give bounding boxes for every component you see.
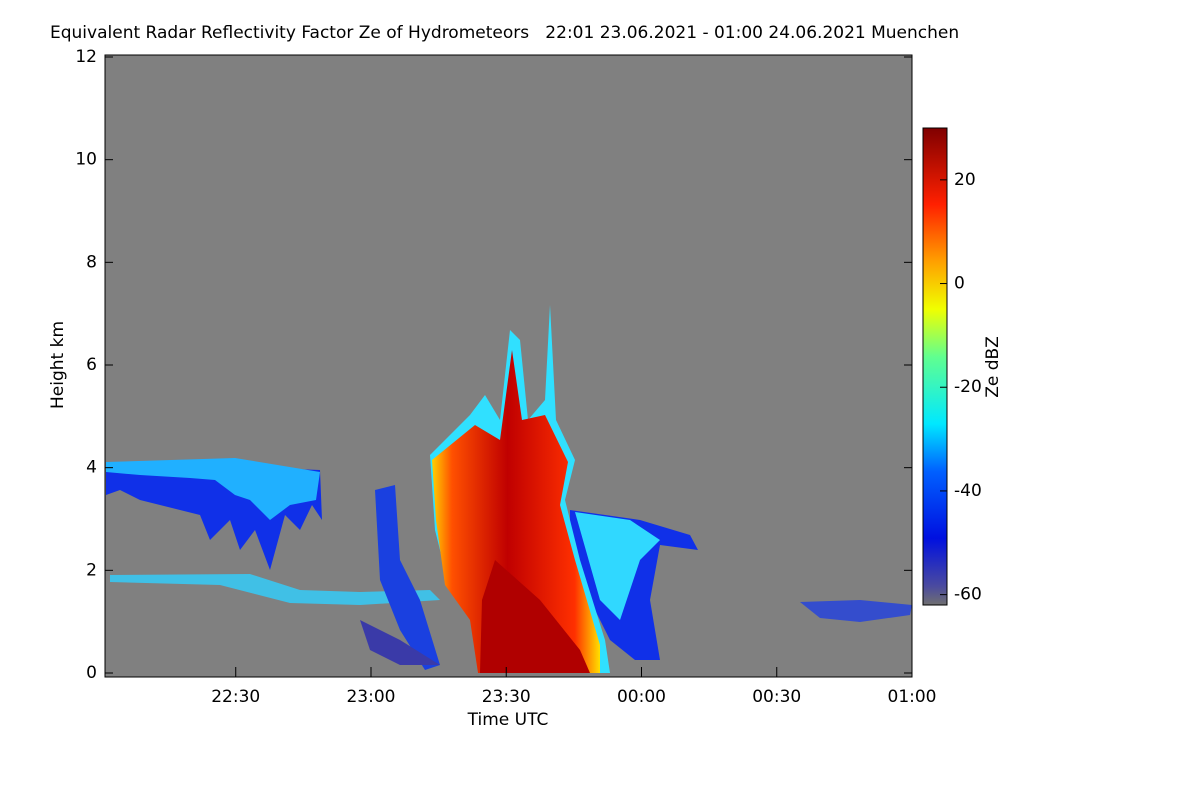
plot-area (104, 54, 913, 678)
y-tick-label: 8 (86, 252, 97, 272)
echo-layer (106, 458, 320, 520)
colorbar-tick-label: -40 (954, 481, 982, 501)
colorbar-tick-label: -20 (954, 377, 982, 397)
x-axis-label: Time UTC (467, 710, 549, 730)
colorbar-tick-label: -60 (954, 585, 982, 605)
x-tick-label: 00:30 (752, 687, 801, 707)
echo-core (432, 350, 600, 673)
echo-layer (575, 512, 660, 620)
echo-layer (360, 620, 440, 665)
plot-frame (104, 54, 913, 678)
colorbar-tick-label: 0 (954, 274, 965, 294)
echo-layer (800, 600, 912, 622)
x-tick-label: 23:00 (346, 687, 395, 707)
y-axis-label: Height km (48, 321, 68, 409)
x-tick-label: 00:00 (617, 687, 666, 707)
y-tick-label: 4 (86, 458, 97, 478)
y-tick-label: 10 (75, 150, 97, 170)
colorbar-tick-label: 20 (954, 170, 976, 190)
colorbar (922, 127, 948, 606)
x-tick-label: 23:30 (482, 687, 531, 707)
y-tick-label: 2 (86, 560, 97, 580)
colorbar-label: Ze dBZ (983, 336, 1003, 398)
echo-layer (110, 574, 440, 605)
y-tick-label: 0 (86, 663, 97, 683)
echo-core (480, 560, 590, 673)
echo-layer (375, 485, 440, 670)
y-tick-label: 6 (86, 355, 97, 375)
x-tick-label: 01:00 (888, 687, 937, 707)
y-tick-label: 12 (75, 47, 97, 67)
chart-title: Equivalent Radar Reflectivity Factor Ze … (50, 23, 959, 43)
x-tick-label: 22:30 (211, 687, 260, 707)
